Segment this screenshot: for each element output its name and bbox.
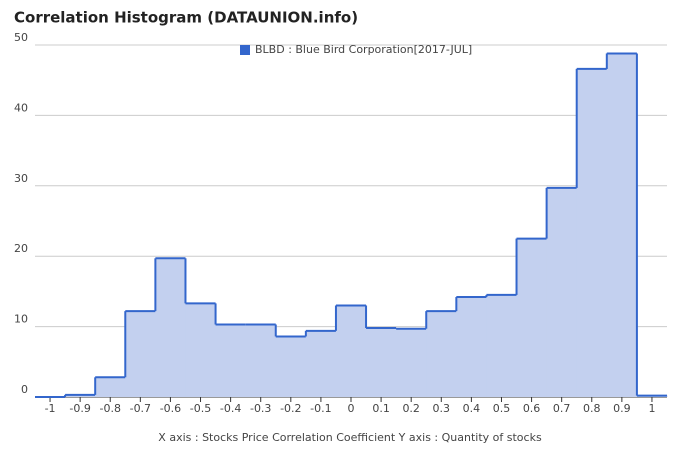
x-tick-label: 0.6 [523,402,541,415]
step-fill [215,324,247,397]
y-tick-label: 30 [14,172,28,185]
y-tick-label: 50 [14,31,28,44]
legend-label: BLBD : Blue Bird Corporation[2017-JUL] [255,43,472,56]
step-fill [366,328,397,397]
x-tick-label: -0.8 [100,402,121,415]
step-fill [65,394,96,397]
chart-title: Correlation Histogram (DATAUNION.info) [14,9,358,27]
step-fill [606,53,638,397]
step-fill [185,303,217,397]
step-fill [335,305,367,397]
x-tick-label: -0.9 [69,402,90,415]
x-tick-label: 0.8 [583,402,601,415]
x-tick-label: -0.7 [130,402,151,415]
step-fill [396,328,427,397]
y-tick-label: 20 [14,242,28,255]
step-fill [305,330,337,397]
step-fill [155,258,186,397]
step-fill [95,377,126,397]
x-tick-label: 0.2 [402,402,420,415]
x-tick-label: 1 [648,402,655,415]
x-tick-label: 0.1 [372,402,390,415]
y-tick-label: 10 [14,313,28,326]
x-tick-label: -0.6 [160,402,181,415]
step-fill [456,297,487,397]
x-tick-label: -1 [45,402,56,415]
step-fill [426,311,457,397]
y-tick-label: 40 [14,101,28,114]
step-fill [125,311,156,397]
step-fill [546,187,578,397]
x-tick-label: -0.2 [280,402,301,415]
step-fill [245,324,277,397]
x-tick-label: 0.9 [613,402,631,415]
x-tick-label: -0.1 [310,402,331,415]
x-tick-label: 0.5 [493,402,511,415]
x-tick-label: -0.4 [220,402,241,415]
y-tick-label: 0 [21,383,28,396]
x-tick-label: 0 [348,402,355,415]
x-tick-label: 0.4 [463,402,481,415]
x-tick-label: 0.3 [433,402,451,415]
step-fill [516,238,548,397]
step-fill [486,294,518,397]
x-tick-label: -0.5 [190,402,211,415]
step-fill [576,68,608,397]
x-tick-label: 0.7 [553,402,571,415]
x-tick-label: -0.3 [250,402,271,415]
step-fill [275,336,307,397]
axis-label: X axis : Stocks Price Correlation Coeffi… [158,431,542,444]
legend-swatch [240,45,250,55]
